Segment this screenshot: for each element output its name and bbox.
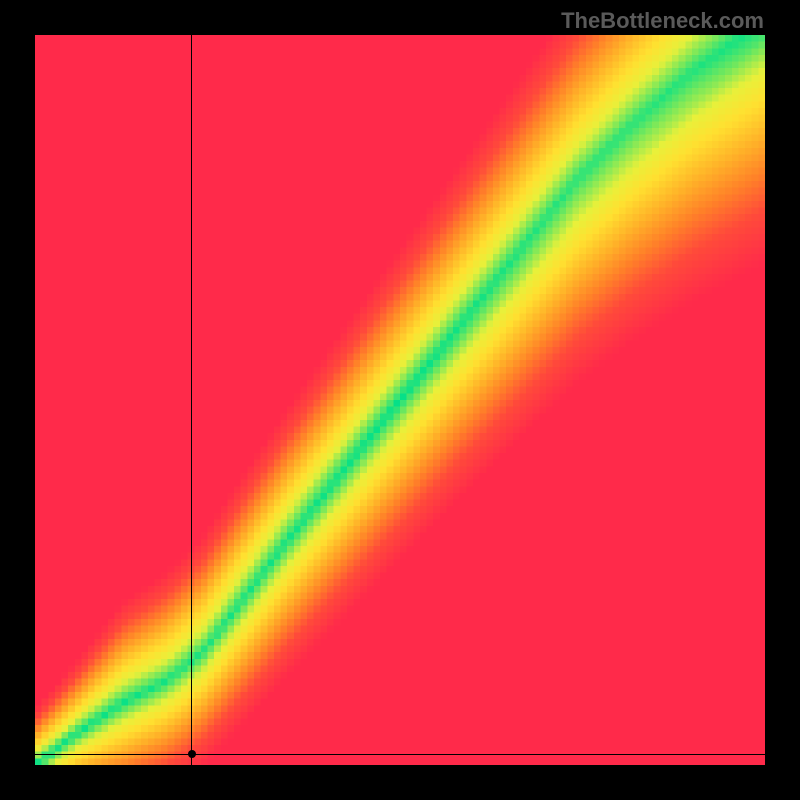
crosshair-marker bbox=[188, 750, 196, 758]
chart-container: TheBottleneck.com bbox=[0, 0, 800, 800]
crosshair-vertical bbox=[191, 35, 192, 765]
watermark-text: TheBottleneck.com bbox=[561, 8, 764, 34]
heatmap-canvas bbox=[35, 35, 765, 765]
crosshair-horizontal bbox=[35, 754, 765, 755]
